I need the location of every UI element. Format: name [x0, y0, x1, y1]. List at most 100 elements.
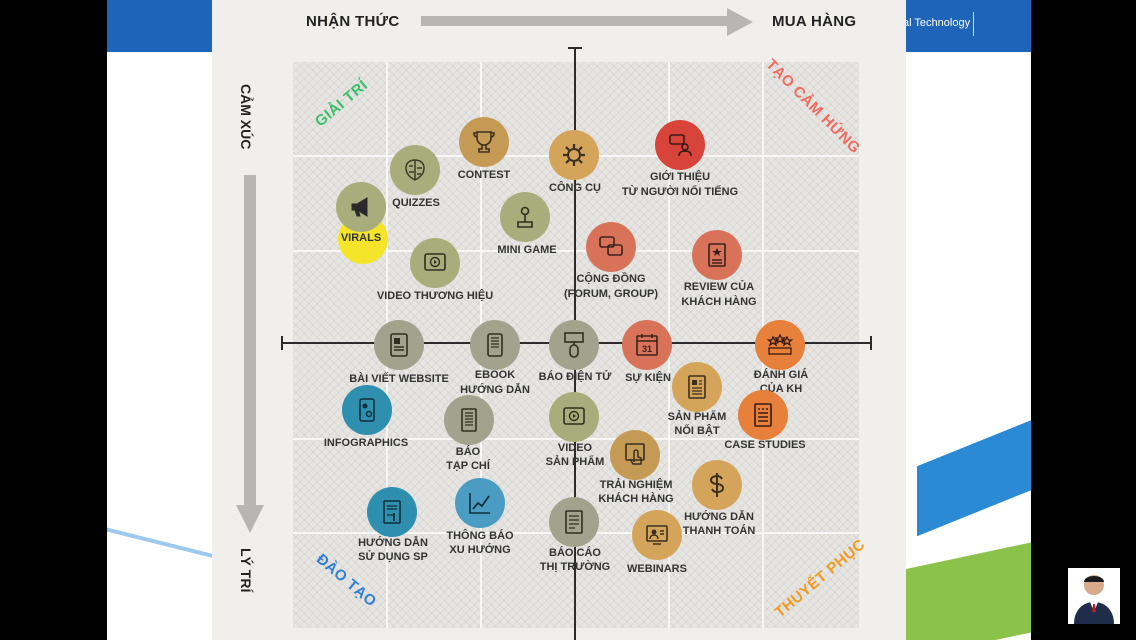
celebrity-label-2: TỪ NGƯỜI NỔI TIẾNG: [621, 186, 739, 198]
user-guide-node: [367, 487, 417, 537]
contest-node: [459, 117, 509, 167]
review-document-icon: [708, 243, 726, 267]
calendar-icon: 31: [636, 334, 658, 356]
megaphone-icon: [351, 197, 368, 217]
side-emotion: CẢM XÚC: [238, 84, 254, 150]
ebook-node: [470, 320, 520, 370]
case-studies-node: [738, 390, 788, 440]
report-document-icon: [565, 510, 583, 534]
infographics-label: INFOGRAPHICS: [323, 437, 409, 449]
community-node: [586, 222, 636, 272]
user-guide-label-1: HƯỚNG DẪN: [358, 537, 428, 549]
mini-game-node: [500, 192, 550, 242]
grid-line: [293, 250, 859, 252]
axis-cap: [568, 47, 582, 49]
quizzes-node: [390, 145, 440, 195]
customer-experience-label-2: KHÁCH HÀNG: [598, 493, 674, 505]
online-news-label: BÁO ĐIỆN TỬ: [538, 371, 612, 383]
featured-product-label-2: NỔI BẬT: [674, 425, 720, 437]
trophy-icon: [473, 131, 495, 153]
calendar-number: 31: [642, 344, 652, 354]
ebook-label-1: EBOOK: [474, 369, 516, 381]
axis-cap: [870, 336, 872, 350]
webinar-screen-icon: [646, 525, 668, 545]
brand-video-node: [410, 238, 460, 288]
virals-label: VIRALS: [340, 232, 382, 244]
review-label-2: KHÁCH HÀNG: [681, 296, 757, 308]
trend-chart-icon: [469, 493, 490, 514]
review-node: [692, 230, 742, 280]
chat-bubbles-icon: [599, 236, 623, 256]
header-awareness: NHẬN THỨC: [306, 13, 400, 30]
case-studies-label: CASE STUDIES: [724, 439, 806, 451]
arrow-right-icon: [727, 8, 753, 36]
customer-rating-label-1: ĐÁNH GIÁ: [753, 369, 809, 381]
trend-label-1: THÔNG BÁO: [446, 530, 514, 542]
webinars-node: [632, 510, 682, 560]
magazine-node: [444, 395, 494, 445]
celebrity-node: [655, 120, 705, 170]
speech-person-icon: [669, 134, 692, 157]
ebook-reader-icon: [487, 333, 503, 357]
community-label-1: CỘNG ĐỒNG: [576, 273, 646, 285]
online-news-node: [549, 320, 599, 370]
quizzes-label: QUIZZES: [392, 197, 440, 209]
brand-video-label: VIDEO THƯƠNG HIỆU: [376, 290, 494, 302]
infographic-icon: [359, 398, 375, 422]
joystick-icon: [517, 206, 533, 228]
side-logic: LÝ TRÍ: [238, 548, 254, 593]
market-report-label-2: THỊ TRƯỜNG: [539, 561, 611, 573]
touch-screen-icon: [625, 443, 645, 465]
product-video-node: [549, 392, 599, 442]
case-study-icon: [754, 403, 772, 427]
product-video-label-1: VIDEO: [557, 442, 593, 454]
gear-icon: [563, 144, 585, 166]
featured-product-node: [672, 362, 722, 412]
mini-game-label: MINI GAME: [497, 244, 557, 256]
presenter-avatar: [1068, 568, 1120, 624]
header-purchase: MUA HÀNG: [772, 13, 857, 30]
magazine-label-1: BÁO: [455, 446, 481, 458]
payment-guide-node: [692, 460, 742, 510]
header-arrow: [421, 16, 731, 26]
website-post-label: BÀI VIẾT WEBSITE: [349, 373, 449, 385]
ebook-label-2: HƯỚNG DẪN: [460, 384, 530, 396]
tools-node: [549, 130, 599, 180]
featured-product-label-1: SẢN PHẨM: [667, 411, 727, 423]
decor-green-wave: [902, 540, 1031, 640]
trend-label-2: XU HƯỚNG: [449, 544, 511, 556]
webinars-label: WEBINARS: [627, 563, 687, 575]
video-player-icon: [424, 253, 446, 271]
market-report-label-1: BÁO CÁO: [549, 547, 601, 559]
website-post-node: [374, 320, 424, 370]
event-label: SỰ KIỆN: [625, 372, 671, 384]
product-sheet-icon: [688, 375, 706, 399]
arrow-down-icon: [236, 505, 264, 533]
magazine-label-2: TẠP CHÍ: [446, 460, 490, 472]
product-video-label-2: SẢN PHẨM: [545, 456, 605, 468]
market-report-node: [549, 497, 599, 547]
brand-divider: [973, 12, 974, 36]
community-label-2: (FORUM, GROUP): [563, 288, 659, 300]
celebrity-label-1: GIỚI THIỆU: [649, 171, 711, 183]
payment-guide-label-2: THANH TOÁN: [682, 525, 756, 537]
decor-left-swoosh: [107, 525, 216, 559]
axis-cap: [281, 336, 283, 350]
customer-rating-node: [755, 320, 805, 370]
newspaper-icon: [461, 408, 477, 432]
brain-icon: [405, 159, 425, 181]
event-node: 31: [622, 320, 672, 370]
contest-label: CONTEST: [457, 169, 511, 181]
computer-mouse-icon: [564, 332, 584, 358]
virals-node: [336, 182, 386, 232]
decor-blue-wave: [917, 413, 1031, 537]
payment-guide-label-1: HƯỚNG DẪN: [684, 511, 754, 523]
customer-experience-node: [610, 430, 660, 480]
side-arrow: [244, 175, 256, 510]
review-label-1: REVIEW CỦA: [683, 281, 755, 293]
manual-book-icon: [383, 500, 401, 524]
brand-text: al Technology: [903, 17, 971, 29]
user-guide-label-2: SỬ DỤNG SP: [358, 551, 428, 563]
infographics-node: [342, 385, 392, 435]
